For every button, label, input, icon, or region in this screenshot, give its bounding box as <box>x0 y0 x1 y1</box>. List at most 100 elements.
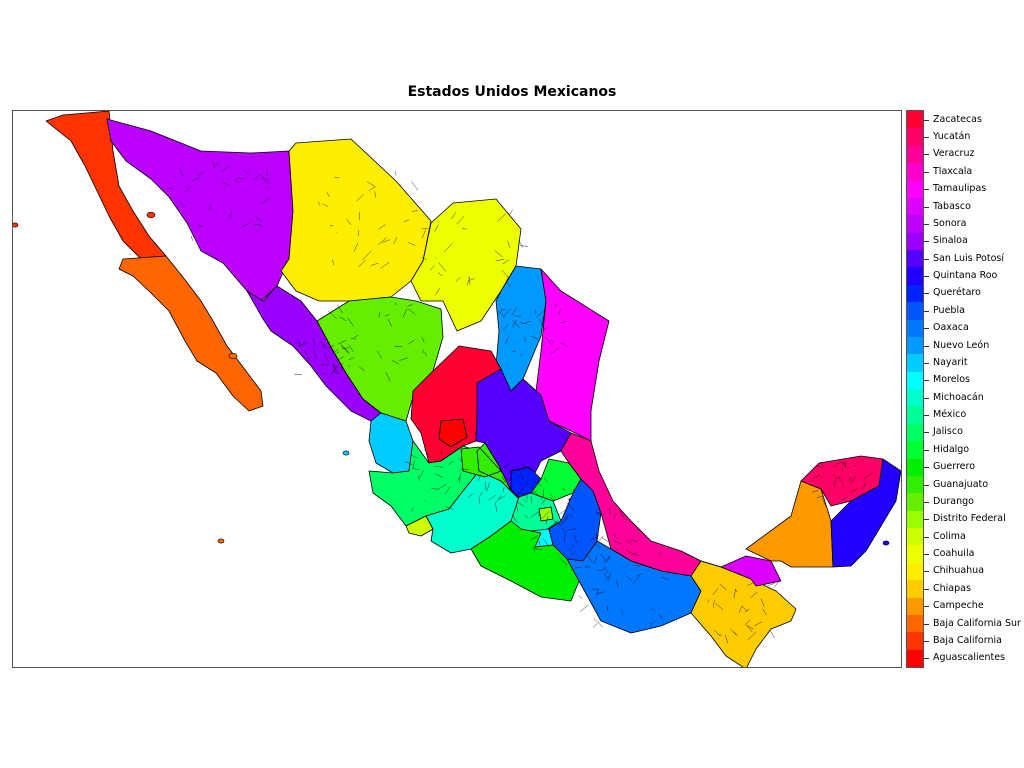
legend-label: San Luis Potosí <box>933 252 1004 264</box>
island <box>228 352 238 360</box>
legend-tick <box>924 501 929 503</box>
legend-label: Sinaloa <box>933 235 968 247</box>
legend-swatch <box>907 197 923 216</box>
state-tabasco <box>680 550 782 587</box>
legend-tick <box>924 588 929 590</box>
legend-swatch <box>907 354 923 373</box>
state-baja-california-sur <box>118 255 264 412</box>
legend-tick <box>924 276 929 278</box>
legend-swatch <box>907 180 923 199</box>
legend-label: Chihuahua <box>933 565 985 577</box>
legend-swatch <box>907 284 923 303</box>
municipal-boundaries <box>166 161 874 644</box>
island <box>217 538 225 544</box>
legend-swatch <box>907 250 923 268</box>
legend-label: Quintana Roo <box>933 270 998 282</box>
island <box>13 222 19 228</box>
legend-tick <box>924 467 929 469</box>
legend-swatch <box>907 406 923 425</box>
legend-swatch <box>907 493 923 512</box>
legend-label: Tlaxcala <box>933 165 973 177</box>
legend-tick <box>924 658 929 660</box>
legend-label: Guanajuato <box>933 478 989 490</box>
legend-tick <box>924 536 929 538</box>
legend-tick <box>924 606 929 608</box>
legend-tick <box>924 293 929 295</box>
island <box>882 540 890 546</box>
legend-tick <box>924 519 929 521</box>
state-quintana-roo <box>830 458 901 568</box>
state-campeche <box>745 480 834 568</box>
legend-tick <box>924 432 929 434</box>
legend-swatch <box>907 111 923 129</box>
legend-label: Campeche <box>933 600 984 612</box>
legend-swatch <box>907 319 923 338</box>
legend-label: Aguascalientes <box>933 652 1006 664</box>
legend-swatch <box>907 562 923 581</box>
state-distrito-federal <box>538 506 554 522</box>
legend-tick <box>924 189 929 191</box>
legend-swatch <box>907 423 923 442</box>
legend-swatch <box>907 302 923 321</box>
legend-swatch <box>907 215 923 234</box>
legend-tick <box>924 397 929 399</box>
legend-label: Yucatán <box>933 131 971 143</box>
legend-label: Tabasco <box>933 200 971 212</box>
legend-swatch <box>907 267 923 286</box>
state-nayarit <box>368 412 414 474</box>
legend-label: Querétaro <box>933 287 981 299</box>
legend-swatch <box>907 510 923 529</box>
legend-label: Coahuila <box>933 548 975 560</box>
legend-swatch <box>907 580 923 599</box>
legend-swatch <box>907 389 923 407</box>
legend-swatch <box>907 614 923 633</box>
legend-swatch <box>907 649 923 667</box>
legend-tick <box>924 258 929 260</box>
legend-label: Michoacán <box>933 391 984 403</box>
legend-tick <box>924 223 929 225</box>
legend-label: Baja California <box>933 634 1002 646</box>
legend-tick <box>924 640 929 642</box>
legend-label: Distrito Federal <box>933 513 1006 525</box>
legend-swatch <box>907 597 923 616</box>
state-san-luis-potosi <box>475 368 572 502</box>
legend-tick <box>924 345 929 347</box>
state-aguascalientes <box>438 418 468 448</box>
legend-tick <box>924 328 929 330</box>
legend-label: Morelos <box>933 374 970 386</box>
legend-swatch <box>907 145 923 164</box>
mexico-map <box>13 111 901 667</box>
island <box>146 211 156 219</box>
legend-label: Puebla <box>933 304 965 316</box>
legend-swatch <box>907 128 923 147</box>
legend-swatch <box>907 441 923 460</box>
legend-color-bar <box>906 110 924 668</box>
legend-tick <box>924 362 929 364</box>
legend-label: Chiapas <box>933 582 971 594</box>
legend-label: México <box>933 409 967 421</box>
legend-tick <box>924 154 929 156</box>
map-frame <box>12 110 902 668</box>
legend-label: Durango <box>933 495 974 507</box>
legend-swatch <box>907 632 923 651</box>
legend-tick <box>924 137 929 139</box>
legend-swatch <box>907 545 923 564</box>
state-colima <box>405 515 434 537</box>
state-chiapas <box>690 560 797 667</box>
legend-swatch <box>907 232 923 251</box>
legend-tick <box>924 415 929 417</box>
legend-label: Baja California Sur <box>933 617 1021 629</box>
legend-swatch <box>907 371 923 390</box>
legend-label: Hidalgo <box>933 443 970 455</box>
map-title: Estados Unidos Mexicanos <box>407 84 617 100</box>
legend-tick <box>924 380 929 382</box>
legend-label: Jalisco <box>933 426 963 438</box>
legend-label: Zacatecas <box>933 113 982 125</box>
legend-swatch <box>907 163 923 182</box>
legend-swatch <box>907 458 923 477</box>
state-guanajuato <box>460 442 522 502</box>
island <box>342 450 350 456</box>
legend-label: Veracruz <box>933 148 975 160</box>
legend-swatch <box>907 475 923 494</box>
state-tamaulipas <box>535 268 610 442</box>
